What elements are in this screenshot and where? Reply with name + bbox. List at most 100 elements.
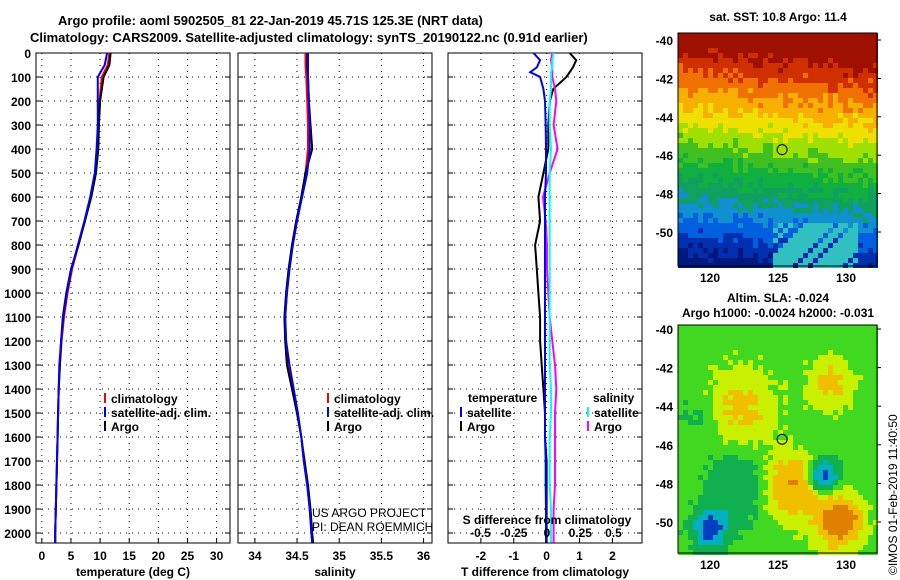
map-cell	[703, 400, 708, 405]
map-cell	[788, 485, 793, 490]
map-cell	[743, 480, 748, 485]
map-cell	[703, 325, 708, 330]
map-cell	[713, 495, 718, 500]
map-cell	[738, 350, 743, 355]
map-cell	[823, 38, 828, 43]
ytick-label: 600	[11, 191, 31, 205]
map-cell	[873, 525, 878, 530]
map-cell	[708, 118, 713, 123]
map-cell	[718, 460, 723, 465]
map-cell	[753, 370, 758, 375]
map-cell	[748, 345, 753, 350]
map-cell	[798, 440, 803, 445]
map-cell	[788, 385, 793, 390]
map-cell	[803, 258, 808, 263]
map-cell	[748, 208, 753, 213]
map-cell	[833, 183, 838, 188]
map-cell	[813, 395, 818, 400]
map-cell	[718, 178, 723, 183]
map-cell	[798, 218, 803, 223]
map-cell	[718, 78, 723, 83]
map-cell	[788, 178, 793, 183]
map-cell	[683, 148, 688, 153]
map-cell	[743, 450, 748, 455]
map-cell	[843, 228, 848, 233]
map-cell	[808, 365, 813, 370]
map-cell	[833, 58, 838, 63]
map-cell	[793, 43, 798, 48]
map-cell	[798, 545, 803, 550]
map-cell	[798, 103, 803, 108]
map-cell	[798, 345, 803, 350]
map-cell	[683, 440, 688, 445]
map-cell	[678, 365, 683, 370]
map-cell	[873, 133, 878, 138]
map-cell	[743, 248, 748, 253]
map-cell	[823, 43, 828, 48]
map-cell	[853, 53, 858, 58]
map-cell	[853, 228, 858, 233]
map-cell	[803, 113, 808, 118]
map-cell	[763, 173, 768, 178]
map-cell	[843, 380, 848, 385]
map-cell	[753, 253, 758, 258]
map-cell	[808, 400, 813, 405]
map-cell	[783, 325, 788, 330]
map-cell	[768, 370, 773, 375]
map-cell	[838, 445, 843, 450]
map-cell	[678, 153, 683, 158]
map-cell	[808, 420, 813, 425]
map-cell	[858, 515, 863, 520]
map-cell	[798, 243, 803, 248]
map-cell	[793, 365, 798, 370]
map-cell	[753, 48, 758, 53]
map-cell	[748, 515, 753, 520]
map-cell	[703, 43, 708, 48]
map-cell	[853, 253, 858, 258]
map-cell	[693, 183, 698, 188]
map-cell	[873, 345, 878, 350]
map-cell	[838, 330, 843, 335]
map-cell	[743, 258, 748, 263]
map-cell	[803, 163, 808, 168]
map-cell	[828, 375, 833, 380]
map-cell	[808, 238, 813, 243]
map-cell	[863, 68, 868, 73]
map-cell	[763, 400, 768, 405]
map-cell	[703, 380, 708, 385]
map-cell	[748, 118, 753, 123]
map-cell	[823, 405, 828, 410]
map-cell	[783, 203, 788, 208]
map-cell	[678, 440, 683, 445]
map-cell	[718, 33, 723, 38]
map-cell	[678, 455, 683, 460]
map-cell	[693, 485, 698, 490]
map-cell	[818, 490, 823, 495]
map-cell	[718, 435, 723, 440]
map-cell	[738, 163, 743, 168]
map-cell	[678, 258, 683, 263]
map-cell	[853, 450, 858, 455]
map-cell	[788, 500, 793, 505]
map-cell	[763, 223, 768, 228]
map-cell	[813, 158, 818, 163]
map-cell	[693, 460, 698, 465]
map-cell	[738, 370, 743, 375]
map-cell	[693, 63, 698, 68]
map-cell	[728, 188, 733, 193]
map-cell	[783, 118, 788, 123]
map-cell	[838, 515, 843, 520]
map-cell	[753, 500, 758, 505]
map-cell	[788, 540, 793, 545]
map-cell	[873, 540, 878, 545]
map-cell	[848, 350, 853, 355]
map-cell	[718, 228, 723, 233]
map-cell	[683, 540, 688, 545]
map-cell	[728, 435, 733, 440]
map-cell	[703, 148, 708, 153]
map-cell	[688, 375, 693, 380]
map-cell	[753, 400, 758, 405]
map-cell	[828, 58, 833, 63]
map-cell	[778, 480, 783, 485]
map-cell	[763, 123, 768, 128]
